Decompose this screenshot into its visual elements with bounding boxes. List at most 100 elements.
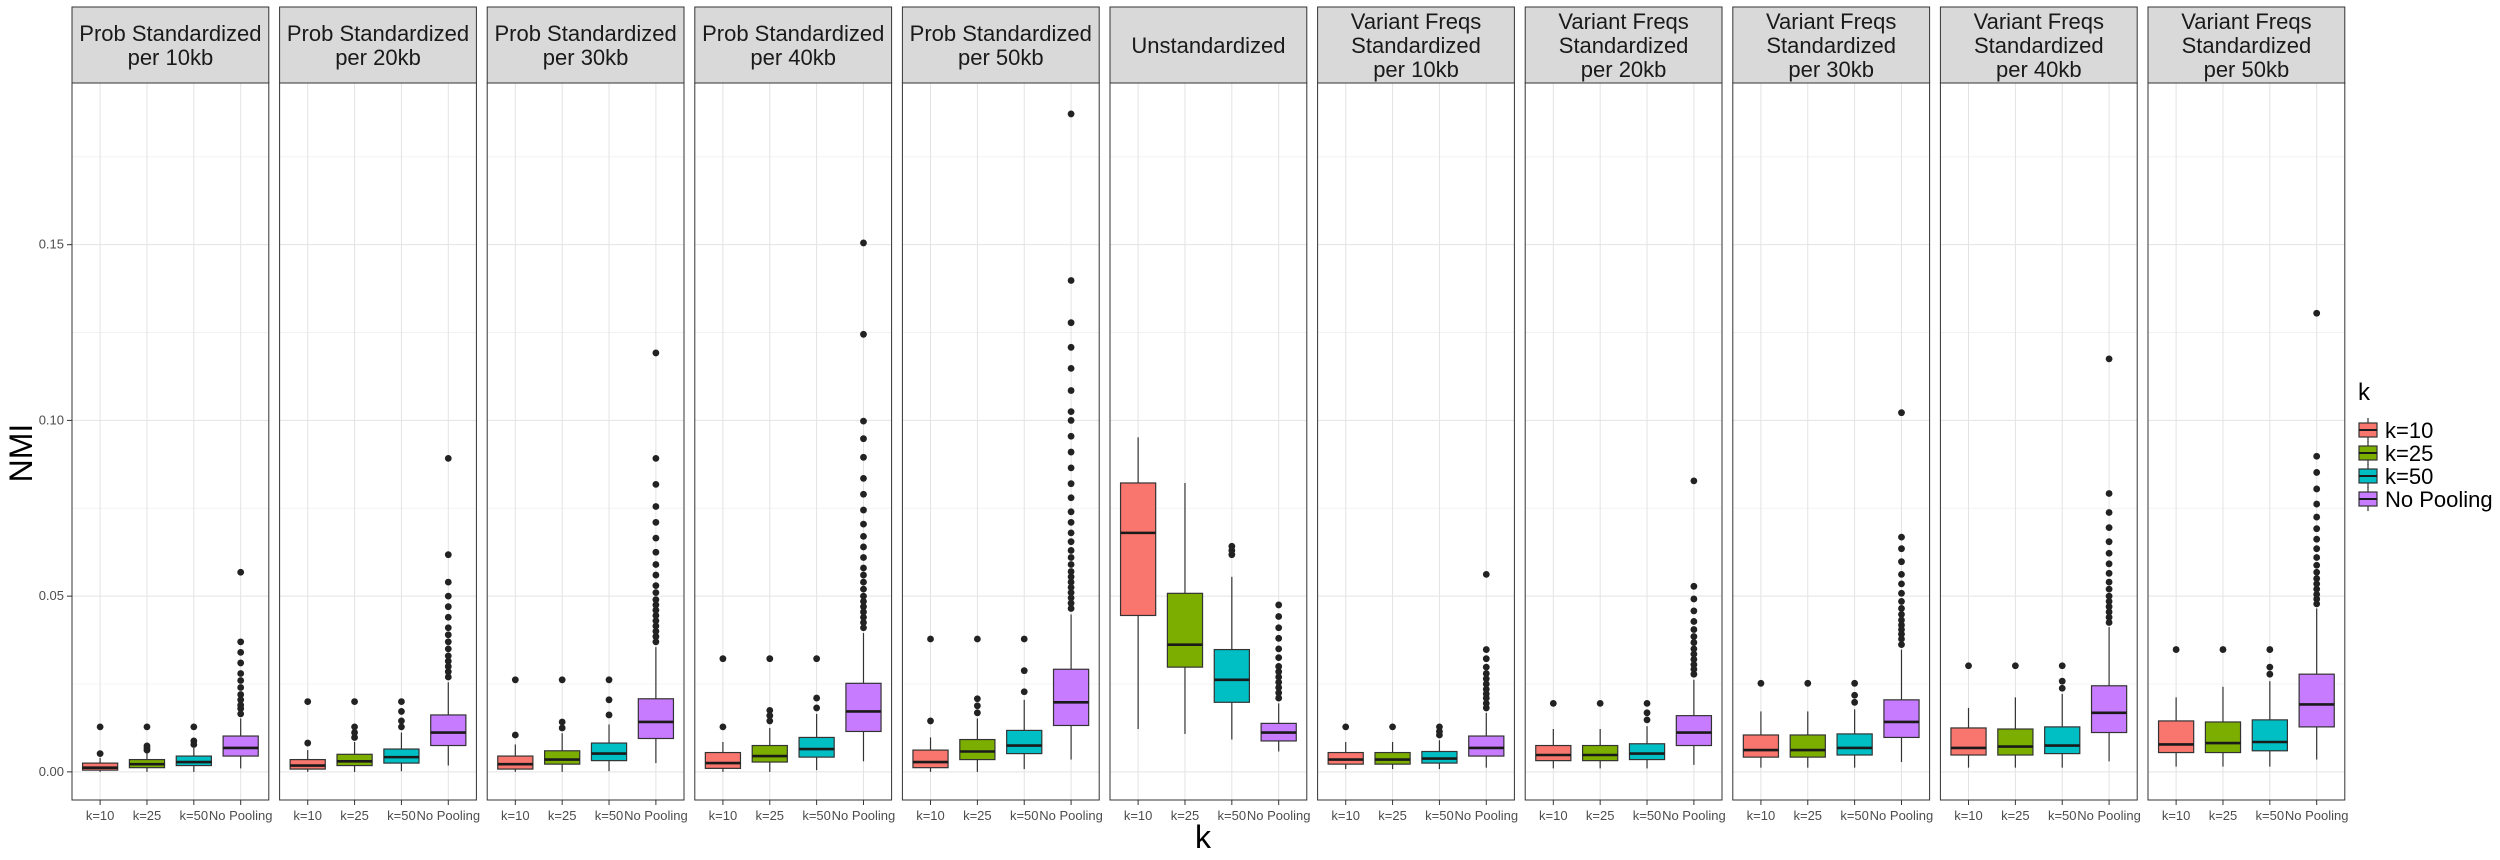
panel-border xyxy=(486,82,685,801)
x-tick-label: k=50 xyxy=(1010,808,1039,823)
outlier-point xyxy=(1020,667,1028,675)
outlier-point xyxy=(1275,645,1283,653)
box-iqr xyxy=(336,753,373,767)
box-k-25 xyxy=(1789,679,1826,768)
outlier-point xyxy=(860,585,867,593)
outlier-point xyxy=(1643,709,1651,717)
outlier-point xyxy=(1757,679,1765,687)
facet-strip-label: per 40kb xyxy=(1996,57,2082,82)
outlier-point xyxy=(1482,570,1490,578)
outlier-point xyxy=(1643,716,1651,724)
facet-strip-label: per 50kb xyxy=(958,45,1044,70)
outlier-point xyxy=(444,454,452,462)
facet-strip-label: Standardized xyxy=(1766,33,1896,58)
outlier-point xyxy=(2105,619,2113,626)
outlier-point xyxy=(652,606,660,614)
outlier-point xyxy=(973,709,981,717)
outlier-point xyxy=(444,645,452,653)
facet-strip xyxy=(486,6,685,84)
box-k-25 xyxy=(751,655,788,772)
x-tick-label: k=50 xyxy=(802,808,831,823)
outlier-point xyxy=(444,624,452,632)
outlier-point xyxy=(860,490,867,498)
outlier-point xyxy=(1342,723,1350,731)
box-iqr xyxy=(1166,592,1204,668)
legend-entry: k=10 xyxy=(2358,418,2433,443)
outlier-point xyxy=(1067,518,1075,526)
box-k-50 xyxy=(2044,662,2081,768)
box-iqr xyxy=(751,744,788,763)
facet-strip-label: Unstandardized xyxy=(1131,33,1285,58)
outlier-point xyxy=(605,711,613,719)
facet-strip-label: per 10kb xyxy=(1373,57,1459,82)
box-k-25 xyxy=(543,676,581,772)
box-k-25 xyxy=(1581,699,1619,769)
box-k-50 xyxy=(2251,646,2288,767)
box-iqr xyxy=(1883,699,1920,739)
facet-panels: Prob Standardized per 10kb k=10 k=25 k=50 No … xyxy=(71,6,2348,823)
x-axis-title: k xyxy=(1195,819,1212,855)
outlier-point xyxy=(558,718,566,726)
outlier-point xyxy=(2266,646,2274,653)
outlier-point xyxy=(1067,464,1075,472)
y-tick-label: 0.05 xyxy=(39,588,64,603)
outlier-point xyxy=(1690,618,1698,625)
x-tick-label: No Pooling xyxy=(209,808,273,823)
outlier-point xyxy=(927,717,934,725)
outlier-point xyxy=(605,696,613,704)
legend-label: k=25 xyxy=(2385,441,2433,466)
box-no-pooling xyxy=(2090,355,2128,762)
x-tick-label: k=50 xyxy=(1633,808,1662,823)
facet-strip xyxy=(279,6,477,84)
box-no-pooling xyxy=(1883,409,1920,763)
outlier-point xyxy=(2105,585,2113,593)
box-k-50 xyxy=(1213,542,1251,740)
outlier-point xyxy=(1690,477,1698,485)
x-tick-label: k=10 xyxy=(501,808,530,823)
outlier-point xyxy=(605,676,613,684)
facet-strip-label: Variant Freqs xyxy=(1558,9,1688,34)
outlier-point xyxy=(237,701,245,709)
outlier-point xyxy=(1482,685,1490,693)
outlier-point xyxy=(511,676,519,684)
outlier-point xyxy=(444,613,452,621)
legend-label: k=10 xyxy=(2385,418,2433,443)
legend-entry: k=50 xyxy=(2358,464,2433,489)
outlier-point xyxy=(1275,684,1283,691)
box-iqr xyxy=(1213,648,1251,703)
box-k-25 xyxy=(336,698,373,772)
facet-strip-label: per 30kb xyxy=(543,45,629,70)
x-tick-label: k=10 xyxy=(86,808,115,823)
outlier-point xyxy=(973,695,981,703)
x-tick-label: k=50 xyxy=(1425,808,1454,823)
outlier-point xyxy=(304,739,312,747)
box-iqr xyxy=(222,735,259,757)
outlier-point xyxy=(1851,698,1859,706)
panel-background xyxy=(1940,83,2138,800)
box-iqr xyxy=(1789,734,1826,758)
box-k-50 xyxy=(798,655,835,771)
outlier-point xyxy=(652,548,660,556)
box-iqr xyxy=(1535,744,1572,762)
x-tick-label: k=50 xyxy=(2048,808,2077,823)
outlier-point xyxy=(1067,538,1075,546)
outlier-point xyxy=(2313,561,2321,569)
outlier-point xyxy=(860,619,867,626)
outlier-point xyxy=(2105,355,2113,363)
outlier-point xyxy=(1067,387,1075,394)
outlier-point xyxy=(766,712,774,720)
box-iqr xyxy=(704,751,742,769)
outlier-point xyxy=(719,655,727,663)
x-tick-label: k=25 xyxy=(755,808,784,823)
x-tick-label: No Pooling xyxy=(624,808,688,823)
outlier-point xyxy=(1482,699,1490,707)
outlier-point xyxy=(2313,500,2321,508)
facet-strip-label: Prob Standardized xyxy=(494,21,676,46)
outlier-point xyxy=(860,598,867,605)
box-no-pooling xyxy=(637,349,675,764)
